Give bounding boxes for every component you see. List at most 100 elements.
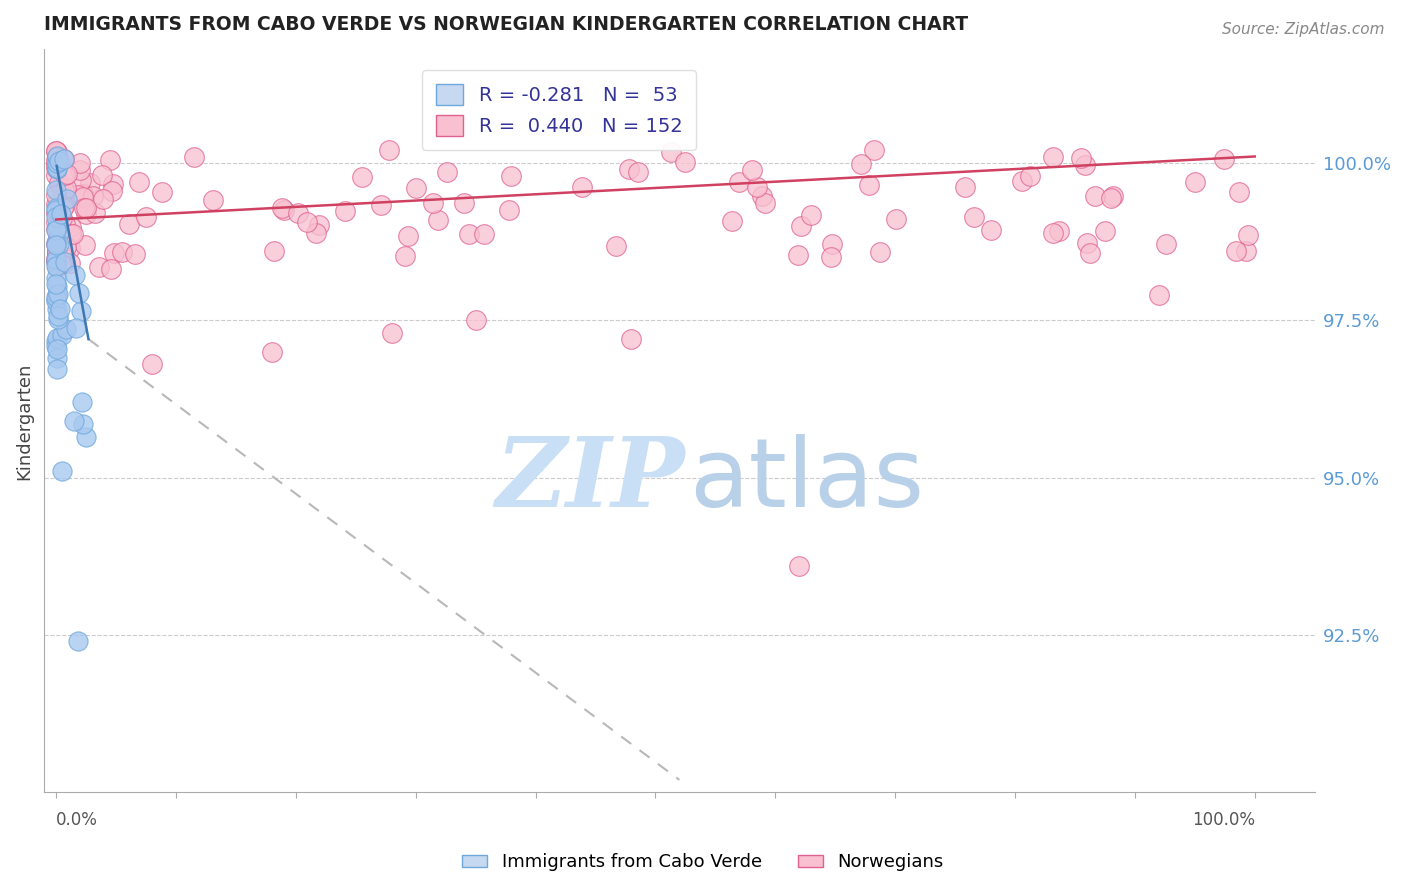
Point bbox=[59, 227, 82, 242]
Point bbox=[49, 257, 72, 271]
Point bbox=[67, 188, 90, 202]
Point bbox=[45, 161, 67, 175]
Text: 100.0%: 100.0% bbox=[1192, 812, 1254, 830]
Point bbox=[45, 252, 67, 266]
Point bbox=[45, 205, 67, 219]
Point bbox=[45, 254, 67, 268]
Point bbox=[48, 237, 70, 252]
Point bbox=[45, 245, 67, 260]
Point bbox=[60, 220, 83, 235]
Point bbox=[183, 150, 205, 164]
Point bbox=[45, 290, 67, 304]
Point bbox=[851, 157, 873, 171]
Point bbox=[45, 201, 67, 215]
Point bbox=[53, 168, 76, 182]
Point bbox=[45, 339, 67, 353]
Point bbox=[48, 225, 70, 239]
Point bbox=[100, 262, 122, 277]
Legend: Immigrants from Cabo Verde, Norwegians: Immigrants from Cabo Verde, Norwegians bbox=[454, 847, 952, 879]
Point bbox=[55, 181, 77, 195]
Point bbox=[821, 237, 844, 252]
Point bbox=[49, 248, 72, 262]
Point bbox=[1076, 236, 1098, 251]
Point bbox=[627, 165, 650, 179]
Point bbox=[75, 201, 97, 215]
Point bbox=[271, 201, 294, 215]
Point bbox=[45, 215, 67, 229]
Point bbox=[741, 163, 763, 178]
Point bbox=[1102, 188, 1125, 202]
Point bbox=[405, 181, 427, 195]
Point bbox=[46, 155, 69, 169]
Point bbox=[886, 211, 908, 226]
Point bbox=[72, 189, 94, 203]
Point bbox=[59, 241, 82, 255]
Point bbox=[45, 277, 67, 292]
Point bbox=[659, 145, 682, 160]
Point bbox=[1049, 224, 1071, 238]
Point bbox=[45, 219, 67, 234]
Point bbox=[51, 254, 73, 268]
Point bbox=[472, 227, 495, 241]
Point bbox=[49, 178, 72, 193]
Point bbox=[745, 180, 768, 194]
Point bbox=[427, 213, 450, 227]
Point bbox=[46, 287, 69, 301]
Point bbox=[55, 239, 77, 253]
Point bbox=[1234, 244, 1257, 258]
Point bbox=[49, 235, 72, 250]
Point bbox=[46, 250, 69, 264]
Point bbox=[65, 321, 87, 335]
Point bbox=[787, 558, 810, 573]
Point bbox=[45, 271, 67, 285]
Point bbox=[45, 247, 67, 261]
Point bbox=[45, 161, 67, 176]
Point bbox=[103, 246, 125, 260]
Point bbox=[56, 193, 79, 207]
Point bbox=[45, 334, 67, 348]
Point bbox=[45, 204, 67, 219]
Point bbox=[59, 255, 82, 269]
Point bbox=[820, 250, 842, 264]
Point bbox=[1011, 174, 1033, 188]
Point bbox=[45, 234, 67, 248]
Point bbox=[45, 342, 67, 356]
Point bbox=[45, 260, 67, 274]
Point bbox=[45, 293, 67, 308]
Point bbox=[52, 201, 75, 215]
Point bbox=[46, 245, 69, 260]
Point bbox=[754, 195, 776, 210]
Point bbox=[46, 249, 69, 263]
Point bbox=[1227, 186, 1250, 200]
Point bbox=[56, 167, 79, 181]
Point bbox=[381, 326, 404, 340]
Point bbox=[150, 186, 173, 200]
Point bbox=[453, 195, 475, 210]
Point bbox=[751, 189, 773, 203]
Point bbox=[53, 184, 76, 198]
Point bbox=[49, 207, 72, 221]
Point bbox=[605, 239, 627, 253]
Point bbox=[45, 236, 67, 251]
Point bbox=[422, 196, 444, 211]
Point bbox=[1074, 158, 1097, 172]
Point bbox=[45, 145, 67, 159]
Point bbox=[91, 192, 114, 206]
Point bbox=[458, 227, 481, 241]
Point bbox=[378, 143, 401, 157]
Point bbox=[45, 222, 67, 236]
Point bbox=[45, 235, 67, 250]
Point bbox=[45, 197, 67, 211]
Point bbox=[45, 162, 67, 177]
Text: IMMIGRANTS FROM CABO VERDE VS NORWEGIAN KINDERGARTEN CORRELATION CHART: IMMIGRANTS FROM CABO VERDE VS NORWEGIAN … bbox=[44, 15, 969, 34]
Point bbox=[69, 173, 91, 187]
Point bbox=[48, 311, 70, 326]
Point bbox=[436, 164, 458, 178]
Point bbox=[297, 215, 319, 229]
Point bbox=[869, 245, 891, 260]
Point bbox=[370, 198, 392, 212]
Point bbox=[75, 430, 97, 444]
Point bbox=[721, 213, 744, 227]
Point bbox=[620, 332, 643, 346]
Point bbox=[263, 244, 285, 259]
